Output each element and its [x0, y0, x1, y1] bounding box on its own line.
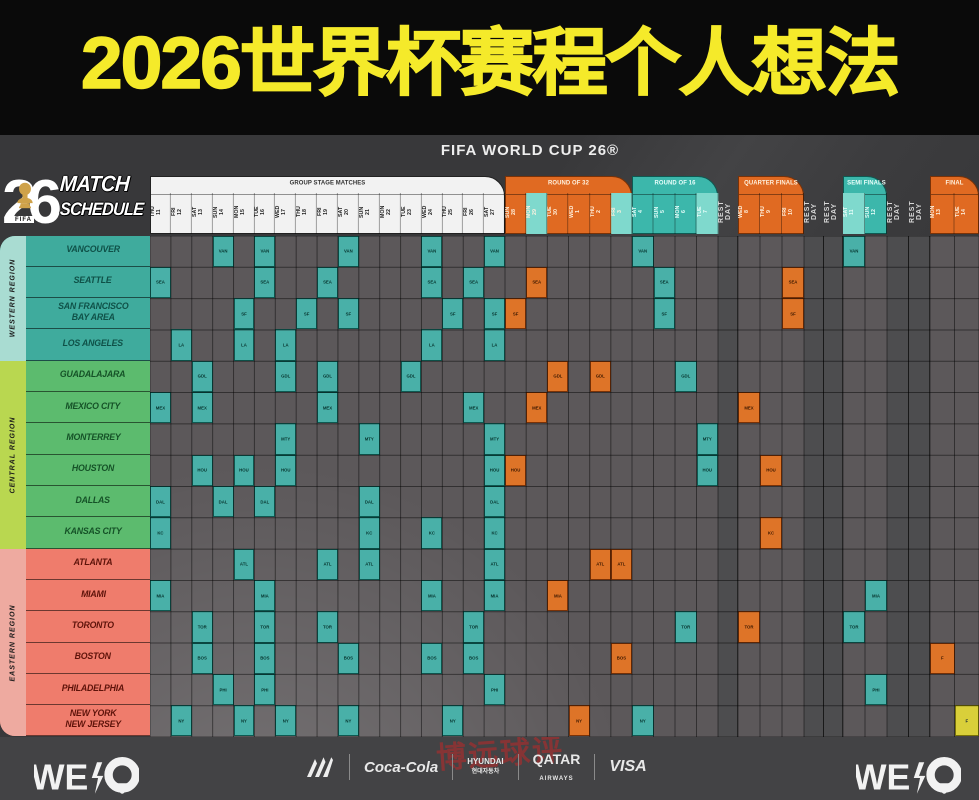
- svg-text:WE: WE: [34, 758, 88, 798]
- svg-text:WE: WE: [856, 758, 910, 798]
